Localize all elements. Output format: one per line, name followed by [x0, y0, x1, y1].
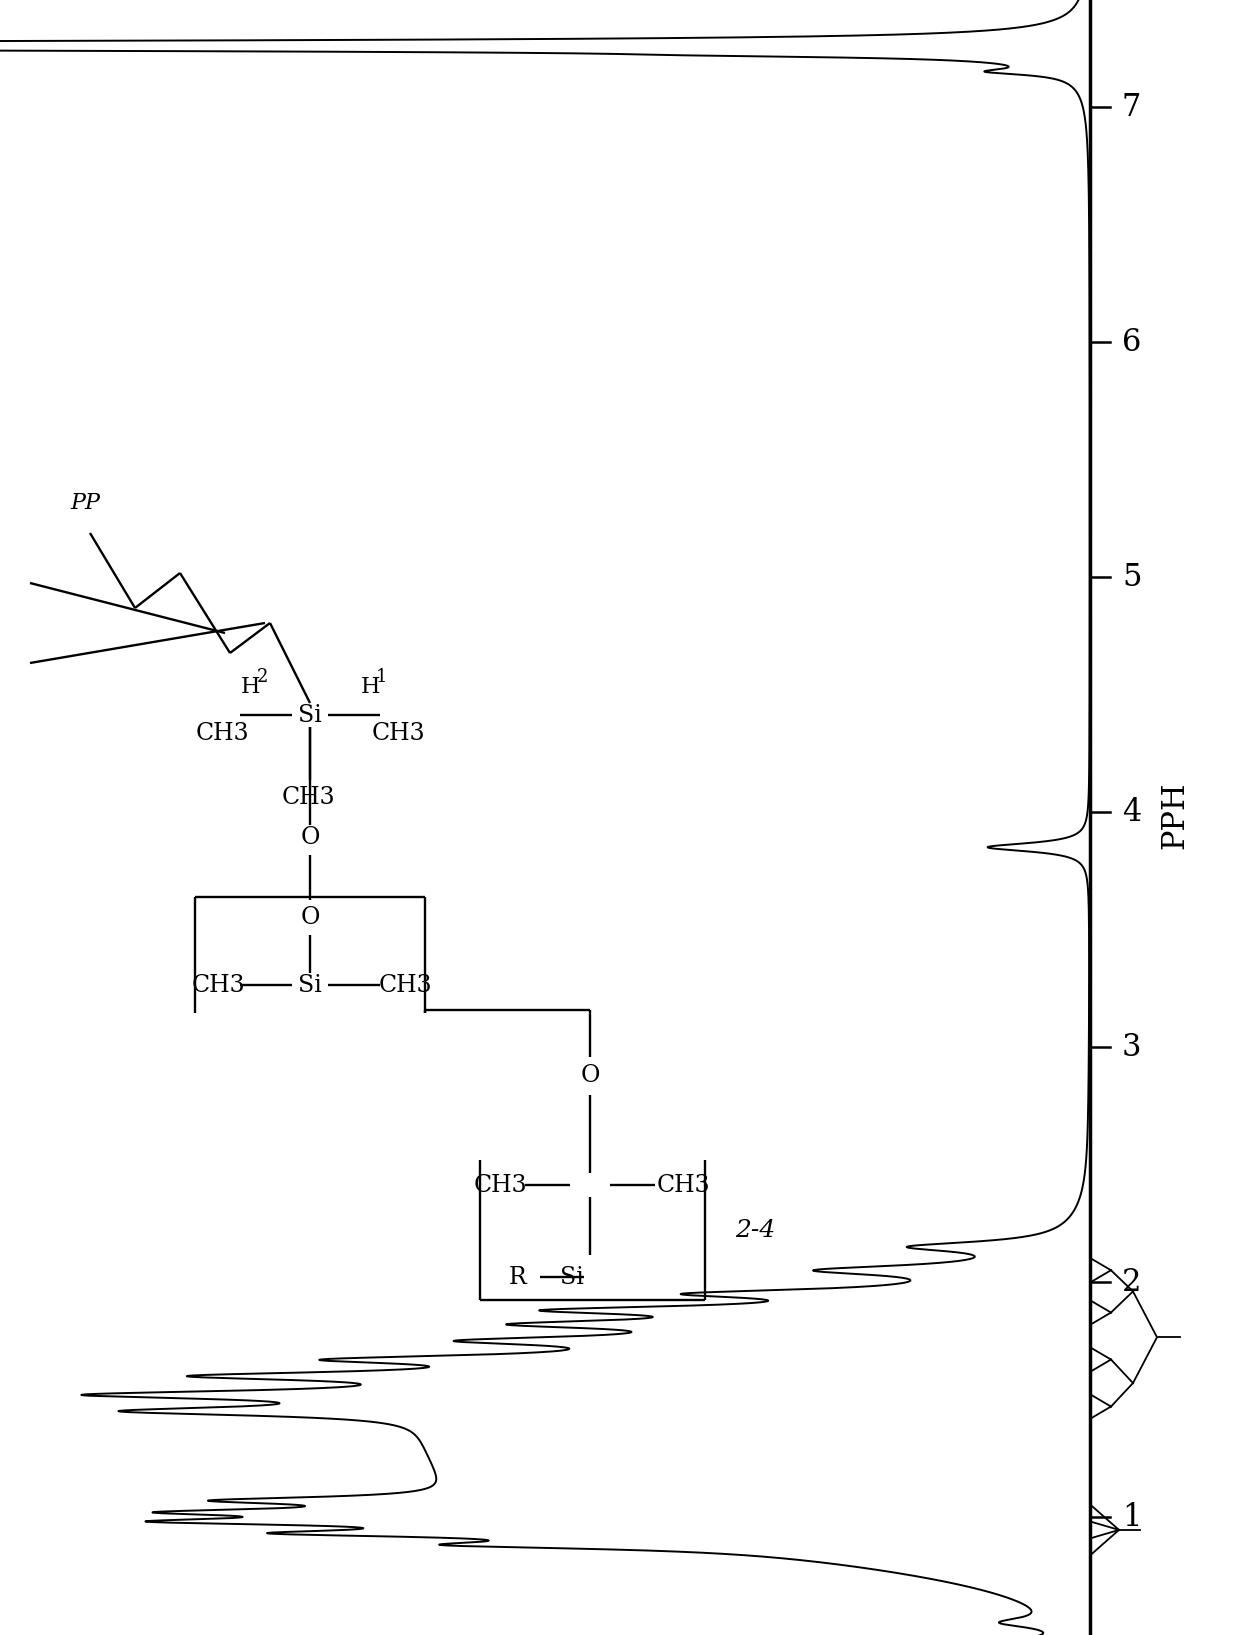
Text: 3: 3 — [1122, 1032, 1142, 1063]
Text: 2: 2 — [1122, 1267, 1142, 1298]
Text: CH3: CH3 — [474, 1174, 527, 1197]
Text: Si: Si — [298, 703, 322, 726]
Text: CH3: CH3 — [191, 973, 244, 996]
Text: CH3: CH3 — [195, 721, 249, 744]
Text: 2-4: 2-4 — [735, 1218, 775, 1241]
Text: 6: 6 — [1122, 327, 1141, 358]
Text: Si: Si — [298, 973, 322, 996]
Text: O: O — [580, 1063, 600, 1087]
Text: 4: 4 — [1122, 796, 1141, 827]
Text: PPH: PPH — [1159, 782, 1190, 849]
Text: O: O — [300, 906, 320, 929]
Text: PP: PP — [69, 492, 100, 513]
Text: 1: 1 — [376, 669, 388, 687]
Text: 7: 7 — [1122, 92, 1141, 123]
Text: CH3: CH3 — [281, 785, 335, 808]
Text: CH3: CH3 — [371, 721, 425, 744]
Text: CH3: CH3 — [378, 973, 432, 996]
Text: O: O — [300, 826, 320, 849]
Text: 5: 5 — [1122, 561, 1142, 592]
Text: H: H — [241, 675, 259, 698]
Text: 2: 2 — [257, 669, 268, 687]
Text: R: R — [510, 1265, 527, 1288]
Text: Si: Si — [560, 1265, 584, 1288]
Text: CH3: CH3 — [656, 1174, 709, 1197]
Text: 1: 1 — [1122, 1501, 1142, 1532]
Text: H: H — [361, 675, 379, 698]
